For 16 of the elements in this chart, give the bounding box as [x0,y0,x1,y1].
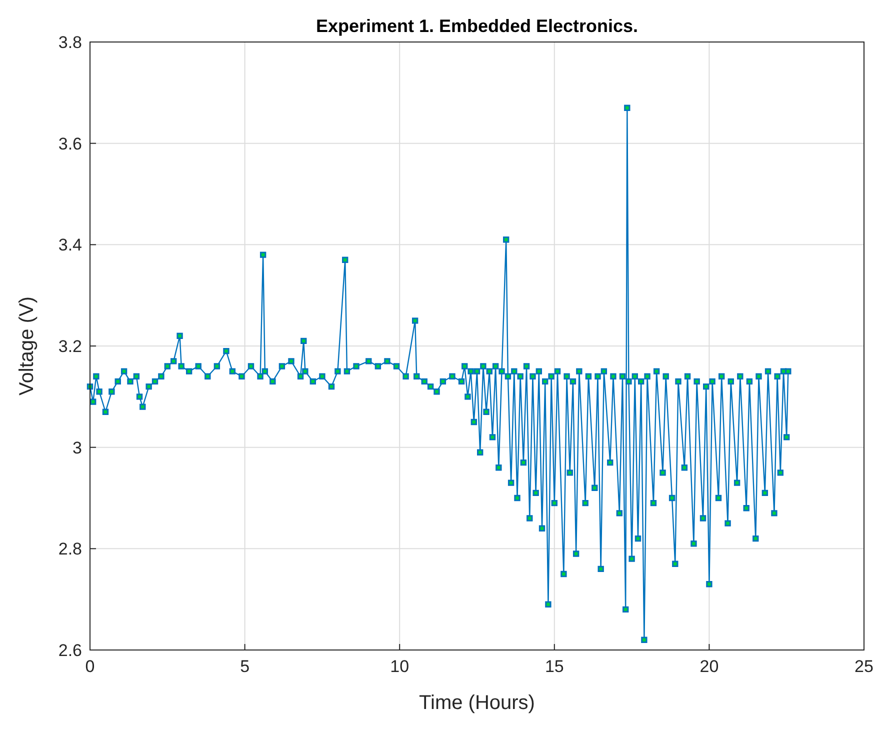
y-tick-label: 3 [72,438,82,458]
x-tick-label: 0 [85,657,95,676]
x-axis-title: Time (Hours) [419,692,535,714]
x-tick-label: 20 [700,657,719,676]
chart-title: Experiment 1. Embedded Electronics. [316,16,638,36]
y-tick-label: 2.8 [58,540,82,559]
y-tick-label: 3.6 [58,134,82,154]
y-tick-label: 3.2 [58,336,82,356]
y-tick-label: 2.6 [58,640,82,660]
x-tick-label: 15 [544,657,564,676]
x-tick-label: 10 [390,657,410,676]
y-tick-label: 3.8 [58,32,82,52]
x-tick-label: 5 [240,657,250,676]
y-axis-title: Voltage (V) [16,296,38,396]
y-tick-label: 3.4 [58,236,82,255]
x-tick-label: 25 [854,657,874,676]
